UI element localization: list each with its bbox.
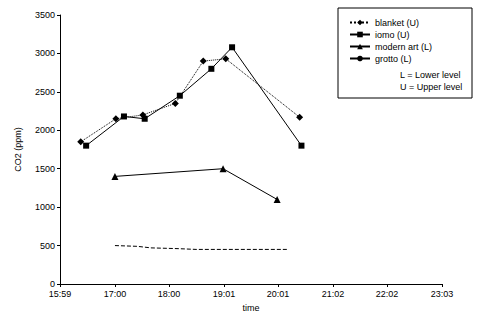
- svg-text:0: 0: [50, 279, 55, 289]
- svg-text:time: time: [242, 303, 259, 313]
- svg-text:2500: 2500: [35, 87, 55, 97]
- svg-text:L = Lower level: L = Lower level: [400, 70, 460, 80]
- svg-text:U = Upper level: U = Upper level: [400, 82, 462, 92]
- svg-text:17:00: 17:00: [104, 289, 127, 299]
- svg-text:15:59: 15:59: [49, 289, 72, 299]
- svg-text:blanket (U): blanket (U): [375, 18, 419, 28]
- svg-text:21:02: 21:02: [322, 289, 345, 299]
- svg-text:iomo (U): iomo (U): [375, 30, 410, 40]
- svg-text:500: 500: [40, 241, 55, 251]
- svg-text:3500: 3500: [35, 10, 55, 20]
- svg-text:18:00: 18:00: [158, 289, 181, 299]
- svg-text:22:02: 22:02: [376, 289, 399, 299]
- svg-text:3000: 3000: [35, 48, 55, 58]
- svg-text:grotto (L): grotto (L): [375, 54, 412, 64]
- svg-text:23:03: 23:03: [431, 289, 454, 299]
- svg-text:1500: 1500: [35, 164, 55, 174]
- svg-text:19:01: 19:01: [213, 289, 236, 299]
- svg-text:modern art (L): modern art (L): [375, 42, 432, 52]
- svg-text:1000: 1000: [35, 202, 55, 212]
- svg-text:CO2 (ppm): CO2 (ppm): [13, 127, 23, 172]
- svg-text:2000: 2000: [35, 125, 55, 135]
- svg-text:20:01: 20:01: [267, 289, 290, 299]
